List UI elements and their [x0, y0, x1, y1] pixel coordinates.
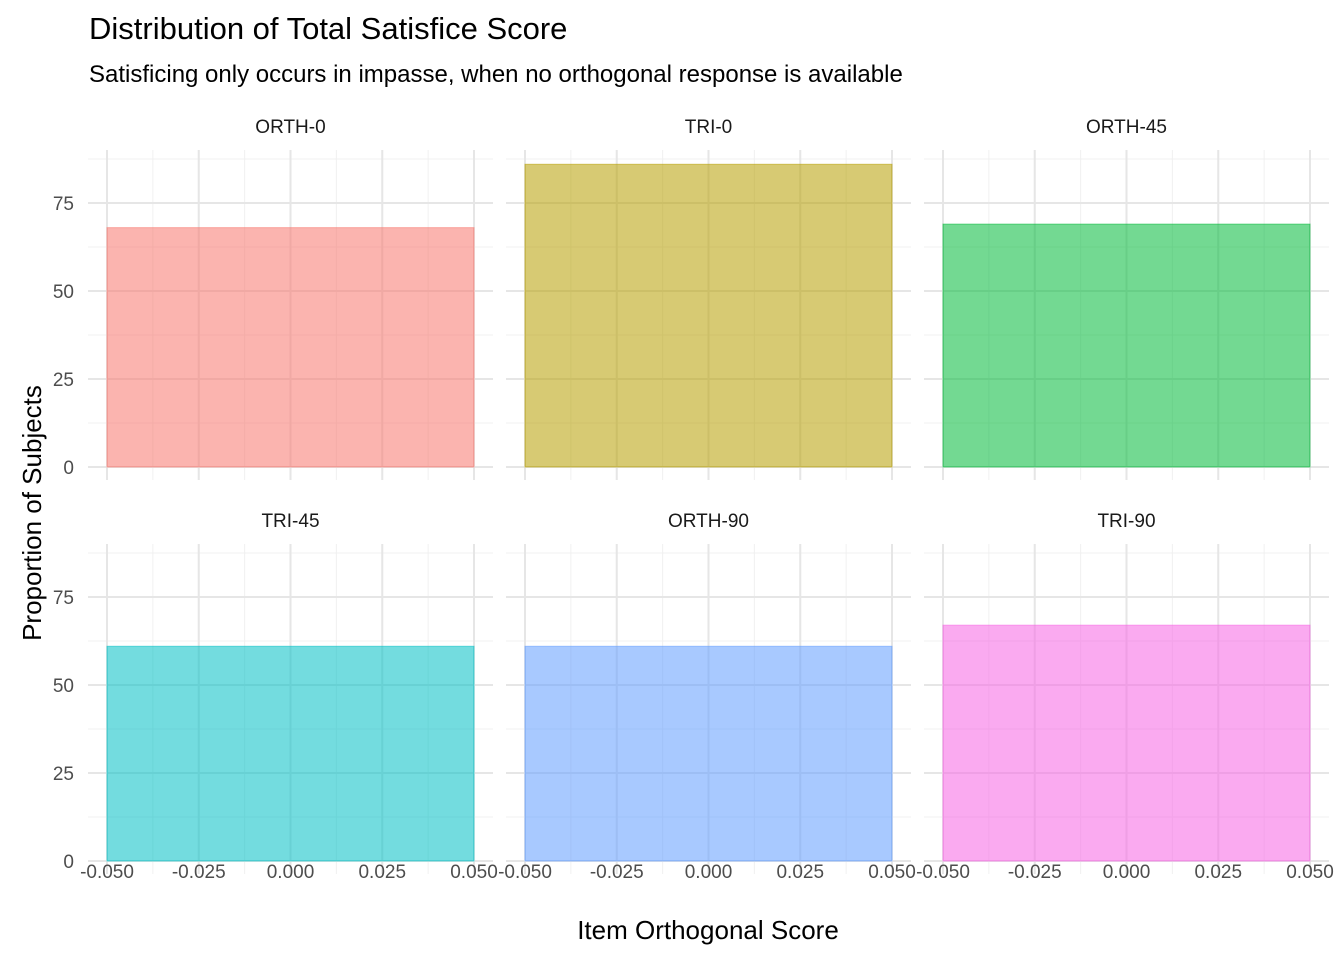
- x-tick-label: -0.050: [498, 862, 552, 883]
- x-tick-label: -0.050: [80, 862, 134, 883]
- x-tick-label: 0.000: [685, 862, 733, 883]
- y-tick-label: 75: [53, 194, 74, 215]
- x-axis-title: Item Orthogonal Score: [577, 915, 839, 945]
- facet-strip-label: ORTH-90: [668, 511, 749, 532]
- x-tick-label: -0.050: [916, 862, 970, 883]
- x-tick-label: -0.025: [590, 862, 644, 883]
- facet-strip-label: TRI-45: [261, 511, 319, 532]
- x-tick-label: 0.000: [1103, 862, 1151, 883]
- chart-title: Distribution of Total Satisfice Score: [89, 11, 567, 46]
- x-tick-label: 0.050: [1286, 862, 1334, 883]
- chart-subtitle: Satisficing only occurs in impasse, when…: [89, 61, 903, 88]
- y-axis-title: Proportion of Subjects: [17, 385, 47, 641]
- y-tick-label: 75: [53, 588, 74, 609]
- x-tick-label: 0.050: [868, 862, 916, 883]
- facet-strip-label: TRI-90: [1097, 511, 1155, 532]
- bar-tri-0: [524, 163, 893, 468]
- facet-strip-label: TRI-0: [685, 117, 733, 138]
- x-tick-label: 0.025: [358, 862, 406, 883]
- x-tick-label: -0.025: [1008, 862, 1062, 883]
- facet-strip-label: ORTH-0: [255, 117, 325, 138]
- x-tick-label: -0.025: [172, 862, 226, 883]
- bar-tri-90: [942, 624, 1311, 862]
- x-tick-label: 0.000: [267, 862, 315, 883]
- x-tick-label: 0.050: [450, 862, 498, 883]
- facet-strip-label: ORTH-45: [1086, 117, 1167, 138]
- bar-tri-45: [106, 645, 475, 862]
- y-tick-label: 50: [53, 282, 74, 303]
- x-tick-label: 0.025: [776, 862, 824, 883]
- y-tick-label: 0: [63, 852, 74, 873]
- bar-orth-45: [942, 223, 1311, 468]
- bar-orth-90: [524, 645, 893, 862]
- y-tick-label: 25: [53, 764, 74, 785]
- y-tick-label: 0: [63, 458, 74, 479]
- bar-orth-0: [106, 227, 475, 468]
- y-tick-label: 25: [53, 370, 74, 391]
- y-tick-label: 50: [53, 676, 74, 697]
- facet-panels: ORTH-0 0 25 50 75 TRI-0 ORTH-45 TRI-45 0 25 50 75 -0…: [53, 117, 1334, 883]
- x-tick-label: 0.025: [1194, 862, 1242, 883]
